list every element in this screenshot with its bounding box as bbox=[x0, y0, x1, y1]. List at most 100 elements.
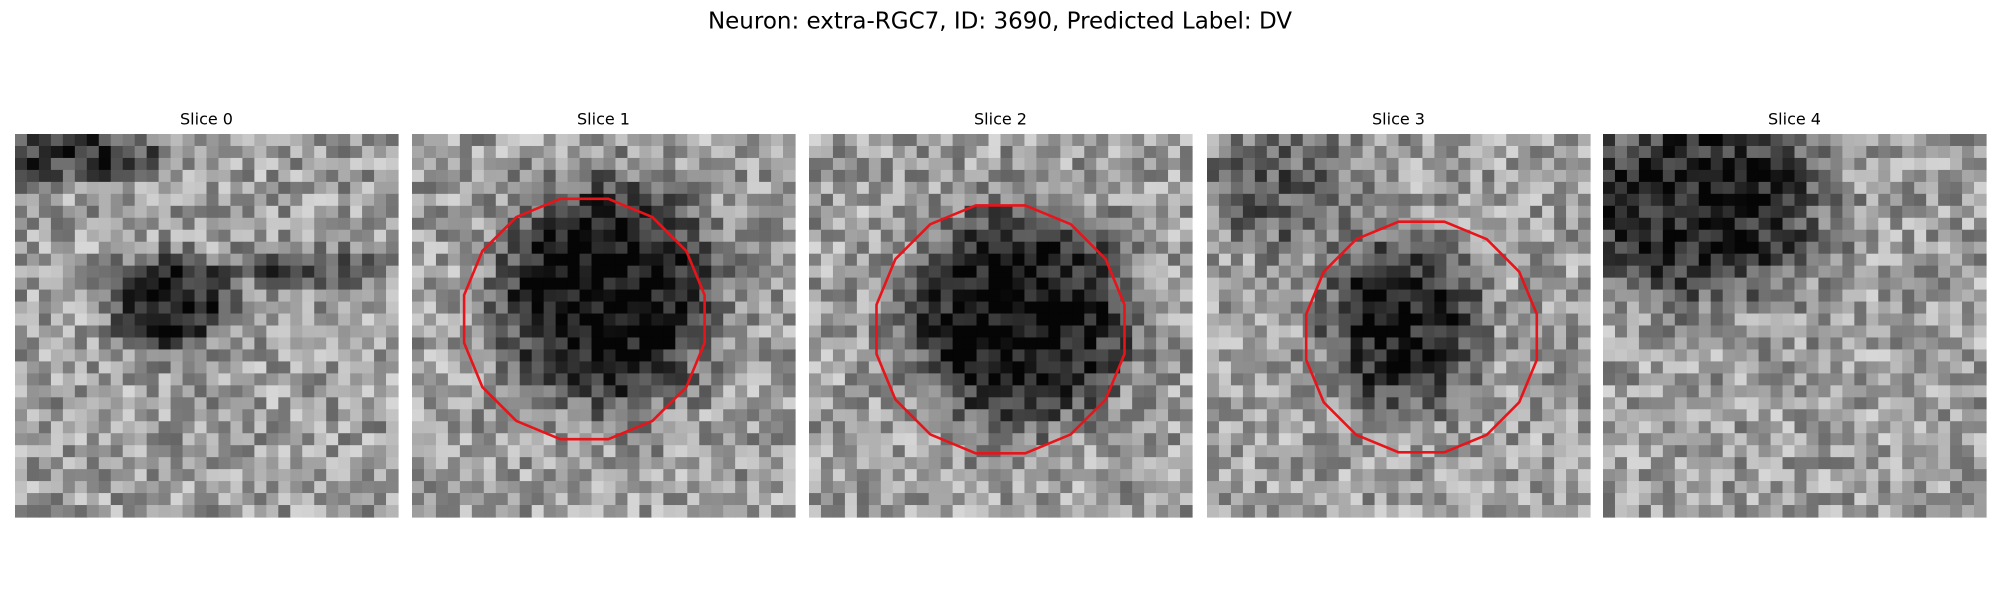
pixel bbox=[964, 229, 978, 243]
pixel bbox=[1650, 241, 1664, 255]
pixel bbox=[1084, 277, 1097, 291]
pixel bbox=[1698, 193, 1712, 207]
pixel bbox=[976, 313, 990, 327]
pixel bbox=[362, 481, 375, 494]
pixel bbox=[1662, 457, 1676, 470]
pixel bbox=[771, 325, 784, 339]
pixel bbox=[1012, 313, 1026, 327]
pixel bbox=[1012, 457, 1026, 470]
pixel bbox=[1482, 205, 1495, 219]
pixel bbox=[1410, 385, 1424, 398]
pixel bbox=[1132, 481, 1145, 494]
pixel bbox=[1578, 433, 1591, 446]
pixel bbox=[759, 205, 772, 219]
pixel bbox=[579, 493, 593, 506]
pixel bbox=[471, 493, 485, 506]
pixel bbox=[1494, 313, 1507, 327]
pixel bbox=[675, 229, 688, 243]
pixel bbox=[1326, 361, 1340, 374]
pixel bbox=[856, 169, 870, 183]
pixel bbox=[1410, 145, 1424, 159]
pixel bbox=[928, 361, 942, 374]
pixel bbox=[1518, 253, 1531, 267]
pixel bbox=[976, 373, 990, 386]
pixel bbox=[651, 433, 664, 446]
pixel bbox=[711, 193, 724, 207]
pixel bbox=[1266, 373, 1280, 386]
pixel bbox=[1686, 277, 1700, 291]
pixel bbox=[1542, 325, 1555, 339]
pixel bbox=[386, 289, 399, 303]
pixel bbox=[675, 349, 688, 363]
pixel bbox=[567, 301, 581, 315]
pixel bbox=[1180, 373, 1193, 386]
pixel bbox=[1890, 253, 1903, 267]
pixel bbox=[1120, 277, 1133, 291]
pixel bbox=[1746, 217, 1760, 231]
pixel bbox=[1230, 397, 1244, 410]
pixel bbox=[723, 481, 736, 494]
pixel bbox=[1854, 301, 1867, 315]
pixel bbox=[1518, 193, 1531, 207]
pixel bbox=[735, 349, 748, 363]
pixel bbox=[1482, 481, 1495, 494]
pixel bbox=[1180, 397, 1193, 410]
pixel bbox=[1362, 337, 1376, 351]
pixel bbox=[362, 145, 375, 159]
pixel bbox=[182, 301, 196, 315]
pixel bbox=[663, 193, 676, 207]
pixel bbox=[1446, 181, 1459, 195]
pixel bbox=[15, 493, 28, 506]
pixel bbox=[735, 409, 748, 422]
pixel bbox=[170, 373, 184, 386]
pixel bbox=[1818, 373, 1832, 386]
pixel bbox=[1638, 289, 1652, 303]
pixel bbox=[1854, 169, 1867, 183]
pixel bbox=[134, 337, 148, 351]
pixel bbox=[1326, 157, 1340, 171]
pixel bbox=[386, 493, 399, 506]
pixel bbox=[1626, 289, 1640, 303]
pixel bbox=[928, 169, 942, 183]
pixel bbox=[964, 253, 978, 267]
pixel bbox=[723, 409, 736, 422]
pixel bbox=[15, 433, 28, 446]
pixel bbox=[723, 493, 736, 506]
pixel bbox=[1254, 481, 1268, 494]
pixel bbox=[1578, 169, 1591, 183]
pixel bbox=[940, 301, 954, 315]
pixel bbox=[1566, 433, 1579, 446]
pixel bbox=[543, 409, 557, 422]
pixel bbox=[1470, 493, 1483, 506]
pixel bbox=[170, 277, 184, 291]
pixel bbox=[1470, 217, 1483, 231]
pixel bbox=[1180, 134, 1193, 147]
pixel bbox=[1132, 253, 1145, 267]
pixel bbox=[1144, 193, 1157, 207]
pixel bbox=[1458, 397, 1471, 410]
pixel bbox=[1734, 157, 1748, 171]
pixel bbox=[1144, 349, 1157, 363]
pixel bbox=[1084, 421, 1097, 434]
pixel bbox=[952, 361, 966, 374]
pixel bbox=[675, 481, 688, 494]
pixel bbox=[1458, 337, 1471, 351]
pixel bbox=[1902, 181, 1915, 195]
pixel bbox=[1662, 445, 1676, 458]
pixel bbox=[1350, 157, 1364, 171]
pixel bbox=[146, 433, 160, 446]
pixel bbox=[615, 373, 629, 386]
pixel bbox=[86, 421, 100, 434]
pixel bbox=[519, 217, 533, 231]
pixel bbox=[1890, 313, 1903, 327]
pixel bbox=[98, 481, 112, 494]
pixel bbox=[1434, 169, 1447, 183]
pixel bbox=[1350, 361, 1364, 374]
pixel bbox=[1132, 134, 1145, 147]
pixel bbox=[1290, 457, 1304, 470]
pixel bbox=[230, 493, 244, 506]
pixel bbox=[1398, 217, 1412, 231]
pixel bbox=[1072, 433, 1085, 446]
pixel bbox=[206, 289, 220, 303]
pixel bbox=[50, 145, 64, 159]
